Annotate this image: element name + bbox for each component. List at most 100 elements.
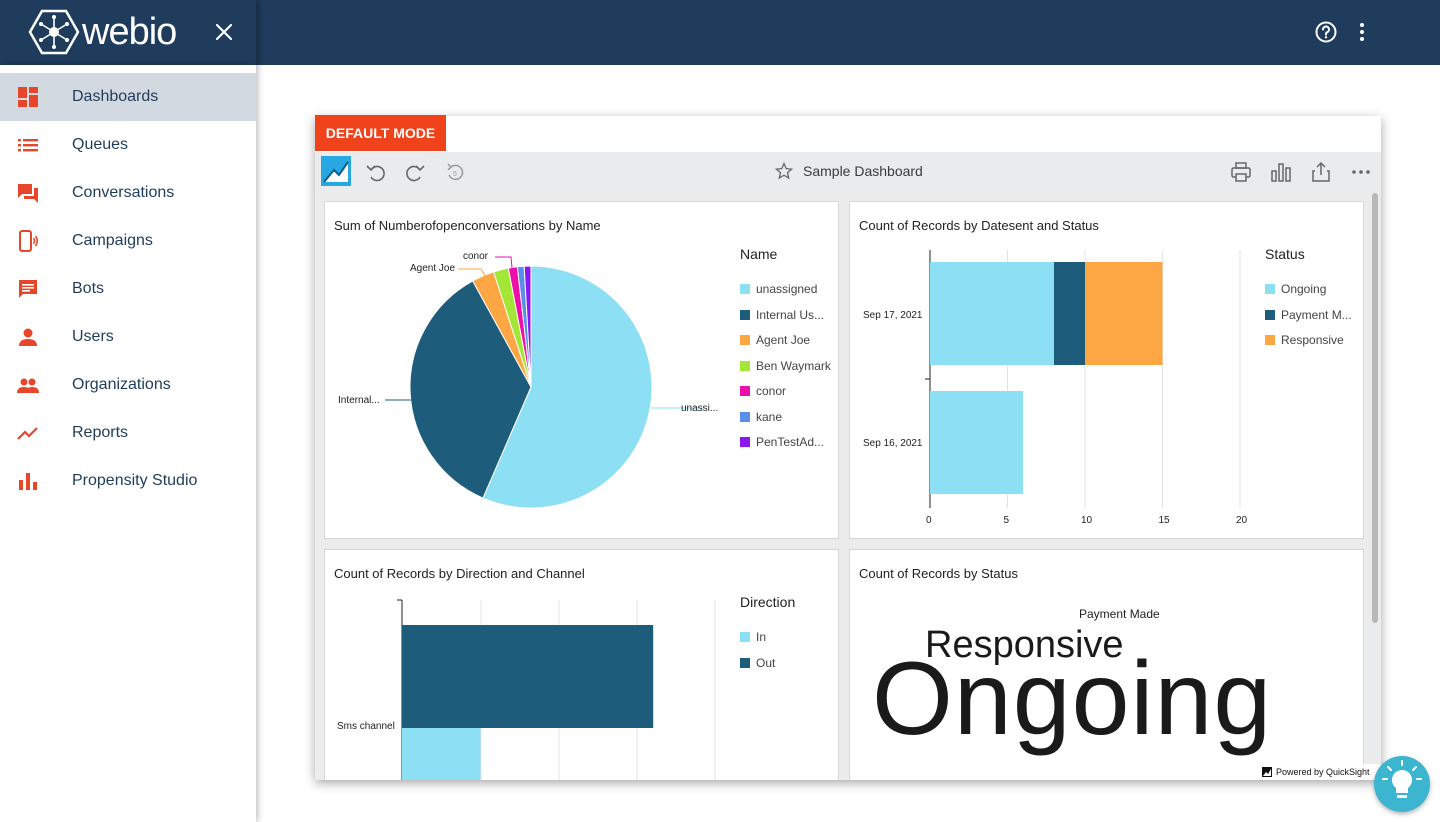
tips-bulb-button[interactable] [1374, 756, 1430, 812]
legend-item[interactable]: In [740, 630, 766, 644]
bar-segment[interactable] [930, 391, 1023, 494]
x-tick-label: 0 [926, 515, 932, 526]
visual-pie-chart[interactable]: Sum of Numberofopenconversations by Name… [324, 201, 839, 539]
dashboard-scrollbar[interactable] [1368, 191, 1381, 780]
redo-icon[interactable] [404, 161, 426, 183]
group-icon [17, 378, 39, 393]
sidebar-item-bots[interactable]: Bots [0, 265, 256, 313]
bar-chart-icon [19, 473, 37, 490]
category-label: Sep 16, 2021 [863, 438, 923, 449]
sidebar-item-conversations[interactable]: Conversations [0, 169, 256, 217]
direction-bar-chart [397, 599, 716, 780]
bar-in[interactable] [402, 728, 481, 780]
dashboard-title: Sample Dashboard [803, 163, 923, 179]
reset-icon[interactable]: 5 [444, 161, 466, 183]
sidebar-item-label: Reports [72, 424, 129, 441]
legend-item[interactable]: Agent Joe [740, 333, 810, 347]
quicksight-logo-icon [323, 161, 349, 183]
category-label: Sms channel [337, 721, 395, 732]
sidebar-nav: Dashboards Queues Conversations Campaign… [0, 65, 256, 822]
visual-stacked-bar-chart[interactable]: Count of Records by Datesent and Status … [849, 201, 1364, 539]
person-icon [19, 328, 37, 346]
quicksight-toolbar: 5 Sample Dashboard [315, 152, 1381, 191]
pie-slice[interactable] [523, 265, 532, 388]
visualize-icon[interactable] [1270, 161, 1292, 183]
dashboard-embed: 5 Sample Dashboard Sum of Numberofopenco… [315, 116, 1381, 780]
legend-label: Agent Joe [756, 333, 811, 347]
more-horizontal-icon[interactable] [1350, 161, 1372, 183]
legend-label: conor [756, 384, 787, 398]
legend-item[interactable]: Payment M... [1265, 308, 1352, 322]
pie-slice[interactable] [482, 265, 653, 509]
default-mode-button[interactable]: DEFAULT MODE [315, 115, 446, 151]
pie-chart [385, 256, 705, 509]
bar-out[interactable] [402, 625, 654, 728]
legend-swatch [740, 411, 750, 422]
trending-icon [17, 427, 38, 440]
legend-label: PenTestAd... [756, 435, 825, 449]
visual-direction-bar-chart[interactable]: Count of Records by Direction and Channe… [324, 549, 839, 780]
more-vertical-icon[interactable] [1349, 19, 1375, 45]
word-payment-made[interactable]: Payment Made [1079, 607, 1160, 621]
legend-swatch [740, 335, 750, 345]
undo-icon[interactable] [365, 161, 387, 183]
x-tick-label: 10 [1081, 515, 1093, 526]
legend-swatch [740, 386, 750, 396]
sidebar-item-organizations[interactable]: Organizations [0, 361, 256, 409]
chat-icon [18, 184, 38, 203]
bar-segment[interactable] [1054, 262, 1085, 365]
legend-item[interactable]: kane [740, 410, 782, 424]
logo-text: webio [82, 10, 177, 53]
sidebar-item-reports[interactable]: Reports [0, 409, 256, 457]
scrollbar-thumb[interactable] [1372, 193, 1378, 623]
sidebar-item-dashboards[interactable]: Dashboards [0, 73, 256, 121]
legend-item[interactable]: Out [740, 656, 775, 670]
sidebar-item-campaigns[interactable]: Campaigns [0, 217, 256, 265]
legend-item[interactable]: conor [740, 384, 786, 398]
legend-label: Out [756, 655, 776, 670]
visual-title: Count of Records by Datesent and Status [859, 218, 1099, 233]
share-icon[interactable] [1310, 161, 1332, 183]
sidebar-item-label: Bots [72, 280, 105, 297]
sidebar-item-users[interactable]: Users [0, 313, 256, 361]
svg-text:5: 5 [453, 171, 457, 178]
legend-item[interactable]: PenTestAd... [740, 435, 824, 449]
bar-segment[interactable] [1085, 262, 1163, 365]
legend-title: Name [740, 246, 778, 262]
legend-title: Direction [740, 594, 796, 610]
sidebar-item-propensity-studio[interactable]: Propensity Studio [0, 457, 256, 505]
visual-word-cloud[interactable]: Count of Records by Status Payment Made … [849, 549, 1364, 780]
bar-segment[interactable] [930, 262, 1054, 365]
leader-line [495, 256, 513, 269]
legend-item[interactable]: Internal Us... [740, 308, 824, 322]
slice-label: conor [463, 251, 489, 262]
word-ongoing[interactable]: Ongoing [872, 641, 1273, 757]
legend-label: Responsive [1281, 333, 1344, 347]
legend-swatch [740, 309, 750, 320]
sidebar-item-queues[interactable]: Queues [0, 121, 256, 169]
legend-item[interactable]: Ben Waymark [740, 359, 831, 373]
legend-label: Ongoing [1281, 282, 1327, 296]
webio-logo: webio [28, 8, 177, 56]
sidebar-item-label: Campaigns [72, 232, 153, 249]
legend-swatch [1265, 284, 1275, 294]
pie-slice[interactable] [409, 280, 532, 499]
print-icon[interactable] [1230, 161, 1252, 183]
help-icon[interactable] [1313, 19, 1339, 45]
legend-item[interactable]: Ongoing [1265, 282, 1326, 296]
powered-by-badge: Powered by QuickSight [1256, 764, 1381, 780]
slice-label: unassi... [681, 403, 719, 414]
lightbulb-icon [1382, 760, 1422, 798]
legend-label: Payment M... [1281, 307, 1352, 322]
dashboard-title-group: Sample Dashboard [775, 162, 923, 180]
legend-label: unassigned [756, 282, 818, 296]
close-drawer-button[interactable] [212, 20, 236, 44]
legend-item[interactable]: Responsive [1265, 333, 1344, 347]
legend-swatch [1265, 335, 1275, 345]
legend-item[interactable]: unassigned [740, 282, 817, 296]
star-icon[interactable] [775, 162, 793, 180]
slice-label: Internal... [338, 395, 380, 406]
sidebar-item-label: Organizations [72, 376, 171, 393]
sidebar-item-label: Queues [72, 136, 129, 153]
word-responsive[interactable]: Responsive [925, 624, 1124, 666]
